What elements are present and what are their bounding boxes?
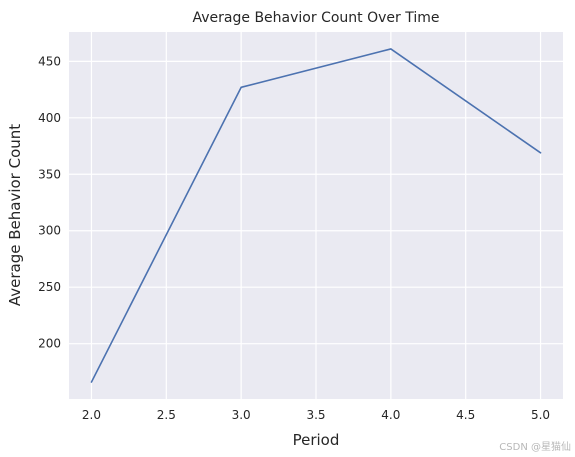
y-axis-label: Average Behavior Count (6, 124, 24, 306)
y-tick-label: 200 (38, 337, 61, 351)
x-tick-label: 3.5 (306, 408, 325, 422)
y-tick-label: 400 (38, 111, 61, 125)
series-line (90, 48, 542, 383)
x-tick-label: 4.0 (381, 408, 400, 422)
x-tick-label: 4.5 (456, 408, 475, 422)
y-tick-label: 450 (38, 54, 61, 68)
x-axis-label: Period (293, 431, 340, 449)
y-gridlines (69, 60, 563, 345)
y-tick-labels: 200 250 300 350 400 450 (38, 54, 61, 350)
chart-title: Average Behavior Count Over Time (193, 10, 440, 26)
y-tick-label: 300 (38, 224, 61, 238)
x-tick-labels: 2.0 2.5 3.0 3.5 4.0 4.5 5.0 (82, 408, 550, 422)
y-tick-label: 350 (38, 167, 61, 181)
watermark-text: CSDN @星猫仙 (499, 440, 571, 453)
x-tick-label: 3.0 (232, 408, 251, 422)
x-tick-label: 2.0 (82, 408, 101, 422)
x-gridlines (90, 32, 542, 399)
y-tick-label: 250 (38, 280, 61, 294)
x-tick-label: 2.5 (157, 408, 176, 422)
x-tick-label: 5.0 (531, 408, 550, 422)
series-layer (90, 48, 542, 383)
